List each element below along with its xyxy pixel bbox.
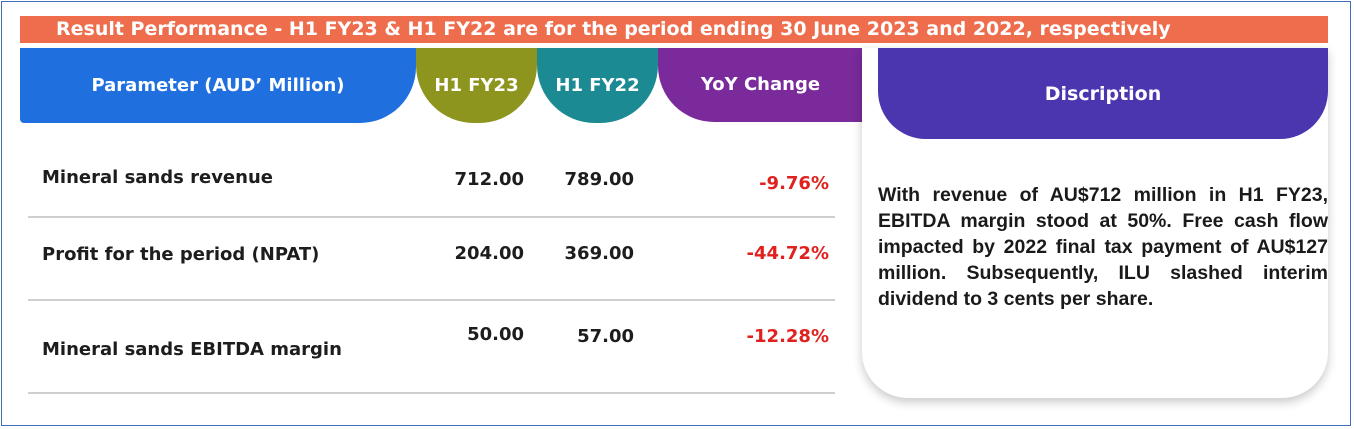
row-2-yoy-change: -44.72% [746, 243, 829, 264]
row-3-parameter: Mineral sands EBITDA margin [42, 339, 342, 360]
row-1-yoy-change: -9.76% [759, 173, 829, 194]
row-1-parameter: Mineral sands revenue [42, 167, 273, 188]
row-1-h1-fy23: 712.00 [454, 169, 524, 190]
header-description: Discription [878, 48, 1328, 139]
row-1-h1-fy22: 789.00 [564, 169, 634, 190]
row-3-h1-fy23: 50.00 [467, 324, 524, 345]
row-3-h1-fy22: 57.00 [577, 326, 634, 347]
header-yoy-change: YoY Change [658, 48, 863, 122]
result-performance-banner: Result Performance - H1 FY23 & H1 FY22 a… [20, 16, 1328, 43]
row-separator [28, 299, 835, 301]
row-separator [28, 392, 835, 394]
row-2-h1-fy22: 369.00 [564, 243, 634, 264]
row-2-parameter: Profit for the period (NPAT) [42, 244, 320, 265]
row-separator [28, 216, 835, 218]
row-2-h1-fy23: 204.00 [454, 243, 524, 264]
header-parameter: Parameter (AUD’ Million) [20, 48, 416, 123]
description-text: With revenue of AU$712 million in H1 FY2… [878, 184, 1328, 310]
row-3-yoy-change: -12.28% [746, 326, 829, 347]
